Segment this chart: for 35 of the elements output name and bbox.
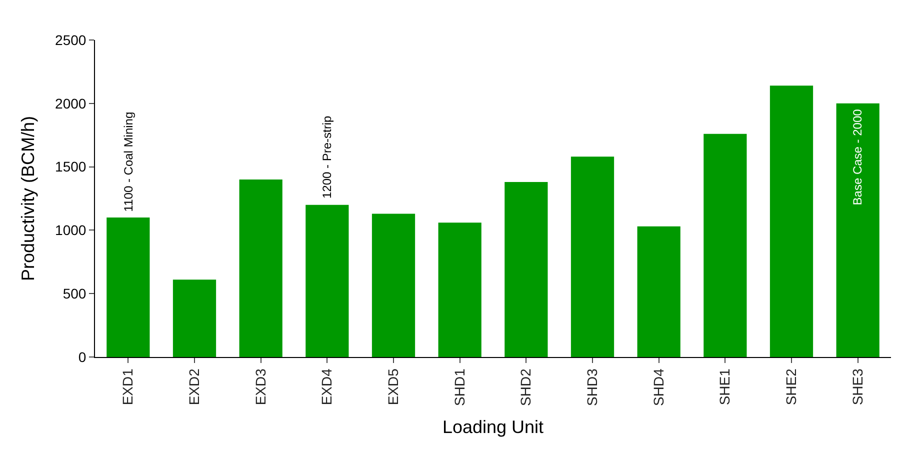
bar — [637, 226, 680, 357]
x-tick-label: SHE1 — [716, 368, 733, 406]
bar — [306, 204, 349, 357]
bar — [570, 156, 614, 357]
bar — [504, 182, 548, 357]
bar — [172, 280, 216, 357]
annotation: 1200 - Pre-strip — [320, 115, 334, 199]
y-tick-label: 0 — [78, 348, 86, 365]
y-axis-title: Productivity (BCM/h) — [18, 116, 38, 282]
x-tick-label: SHD1 — [451, 368, 468, 406]
y-tick-label: 2500 — [55, 32, 86, 48]
bar — [704, 134, 747, 357]
x-tick-label: EXD1 — [120, 368, 136, 406]
bar — [239, 179, 282, 357]
y-tick-label: 1000 — [55, 222, 86, 238]
x-axis-title: Loading Unit — [442, 417, 544, 438]
y-tick-label: 1500 — [55, 158, 86, 175]
x-tick-label: SHD4 — [650, 368, 666, 406]
x-tick-label: EXD3 — [252, 368, 268, 406]
bar — [836, 103, 880, 357]
x-tick-label: EXD5 — [385, 368, 402, 406]
y-tick-label: 500 — [62, 286, 86, 302]
x-tick-label: SHE2 — [783, 368, 800, 406]
x-tick-label: SHD3 — [584, 368, 600, 406]
x-tick-label: EXD2 — [186, 368, 202, 406]
annotation: Base Case - 2000 — [850, 108, 864, 206]
bar — [770, 86, 814, 357]
x-tick-label: SHD2 — [518, 368, 534, 406]
x-tick-label: EXD4 — [318, 368, 335, 406]
x-tick-label: SHE3 — [849, 368, 866, 406]
bar — [438, 222, 482, 357]
bar — [106, 218, 150, 357]
annotation: 1100 - Coal Mining — [122, 112, 136, 212]
y-tick-label: 2000 — [55, 95, 86, 112]
bar — [372, 214, 416, 357]
